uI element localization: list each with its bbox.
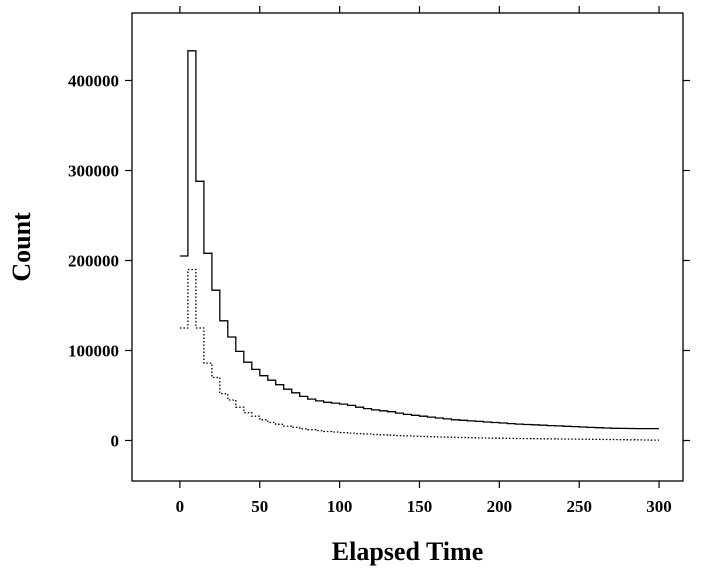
y-tick-label: 200000 xyxy=(68,252,119,271)
y-axis: 0 100000 200000 300000 400000 xyxy=(68,72,690,451)
y-tick-label: 100000 xyxy=(68,342,119,361)
x-tick-label: 150 xyxy=(407,497,433,516)
y-axis-title: Count xyxy=(7,212,36,282)
series-solid-line xyxy=(179,50,659,430)
x-tick-label: 200 xyxy=(487,497,513,516)
x-tick-label: 300 xyxy=(646,497,672,516)
series-dotted-line xyxy=(179,268,659,441)
x-tick-label: 100 xyxy=(327,497,353,516)
plot-frame xyxy=(131,12,684,482)
y-tick-label: 0 xyxy=(111,432,120,451)
x-tick-label: 50 xyxy=(251,497,268,516)
x-tick-label: 0 xyxy=(176,497,185,516)
series-layer xyxy=(179,50,659,441)
y-tick-label: 400000 xyxy=(68,72,119,91)
y-tick-label: 300000 xyxy=(68,162,119,181)
x-axis: 0 50 100 150 200 250 300 xyxy=(176,6,672,516)
x-tick-label: 250 xyxy=(566,497,592,516)
x-axis-title: Elapsed Time xyxy=(332,537,483,566)
